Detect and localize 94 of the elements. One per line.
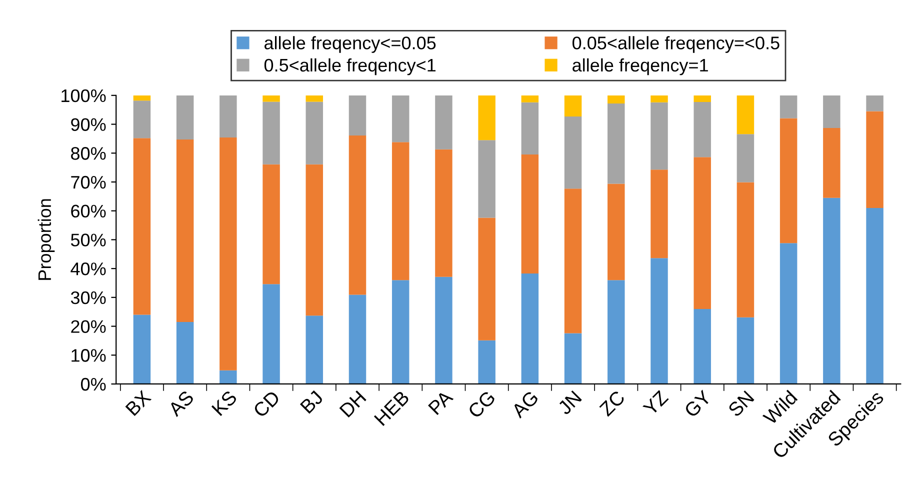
bar <box>521 273 539 384</box>
bar <box>262 164 280 284</box>
bar <box>564 95 582 116</box>
bar <box>521 95 539 102</box>
y-tick-label: 80% <box>71 147 106 160</box>
x-tick-label: ZC <box>598 390 626 417</box>
bar <box>650 170 668 258</box>
bar <box>220 95 237 138</box>
bar <box>736 182 754 318</box>
bar <box>650 95 668 102</box>
y-tick-label: 0% <box>80 378 106 391</box>
bar <box>564 116 582 189</box>
bar <box>780 118 798 244</box>
bar <box>348 136 366 295</box>
bar <box>736 95 754 134</box>
bar <box>306 95 324 102</box>
bar <box>478 140 496 218</box>
bar <box>306 102 324 164</box>
bar <box>392 142 410 280</box>
y-tick-label: 90% <box>71 118 106 131</box>
bar <box>564 188 582 334</box>
bar <box>564 333 582 384</box>
bar <box>133 95 151 101</box>
legend-label: 0.5<allele freqency<1 <box>264 58 436 76</box>
bar <box>521 102 539 155</box>
y-tick-label: 20% <box>71 320 106 333</box>
x-tick-label: BX <box>125 390 152 416</box>
x-tick-label: BJ <box>300 390 324 414</box>
legend-label: allele freqency=1 <box>572 58 708 76</box>
bar <box>306 164 324 316</box>
y-tick-label: 70% <box>71 176 106 189</box>
bar <box>220 370 237 384</box>
bar <box>348 294 366 384</box>
y-axis-title: Proportion <box>38 199 55 280</box>
bar <box>392 280 410 384</box>
bar <box>176 322 194 384</box>
y-tick-label: 40% <box>70 262 106 276</box>
bar <box>608 95 625 104</box>
y-tick-label: 50% <box>70 234 106 246</box>
x-tick-label: SN <box>727 390 754 418</box>
bar <box>435 276 452 384</box>
bar <box>650 102 668 170</box>
bar <box>176 140 194 322</box>
bar <box>435 95 452 150</box>
bar <box>650 258 668 384</box>
bar <box>780 243 798 384</box>
bar <box>133 138 151 315</box>
bar <box>694 308 711 384</box>
bar <box>608 184 625 280</box>
x-tick-label: PA <box>428 389 454 416</box>
x-tick-label: GY <box>684 390 712 418</box>
bar <box>866 111 884 208</box>
bar <box>823 128 840 198</box>
x-tick-label: AS <box>167 390 195 418</box>
bar <box>608 103 625 184</box>
x-tick-label: DH <box>339 390 366 418</box>
bar <box>262 95 280 102</box>
y-tick-label: 30% <box>70 291 106 304</box>
x-tick-label: KS <box>211 390 238 416</box>
bar <box>736 317 754 384</box>
bar <box>176 95 194 140</box>
x-tick-label: YZ <box>642 390 669 416</box>
bar <box>694 102 711 158</box>
bar <box>694 95 711 102</box>
legend-label: allele freqency<=0.05 <box>264 36 436 53</box>
bar <box>736 134 754 182</box>
x-tick-label: AG <box>510 390 539 419</box>
x-tick-label: CD <box>252 390 281 418</box>
bar <box>262 284 280 384</box>
legend-label: 0.05<allele freqency=<0.5 <box>572 36 780 53</box>
bar <box>866 208 884 384</box>
y-tick-label: 60% <box>71 204 106 218</box>
bar <box>348 95 366 136</box>
bar <box>435 149 452 277</box>
bar <box>694 157 711 309</box>
bar <box>478 218 496 340</box>
bar <box>220 138 237 370</box>
x-tick-label: CG <box>467 390 496 419</box>
y-tick-label: 100% <box>62 89 106 102</box>
bar <box>392 95 410 142</box>
y-tick-label: 10% <box>72 349 106 362</box>
bar <box>608 280 625 384</box>
bar <box>823 198 840 384</box>
bar <box>478 95 496 140</box>
bar <box>306 316 324 384</box>
bar <box>521 154 539 274</box>
bar <box>478 340 496 384</box>
bar <box>133 314 151 384</box>
x-tick-label: JN <box>556 390 582 416</box>
bar <box>262 102 280 164</box>
bar <box>780 95 798 118</box>
bar <box>133 100 151 138</box>
bar <box>866 95 884 112</box>
bar <box>823 95 840 128</box>
